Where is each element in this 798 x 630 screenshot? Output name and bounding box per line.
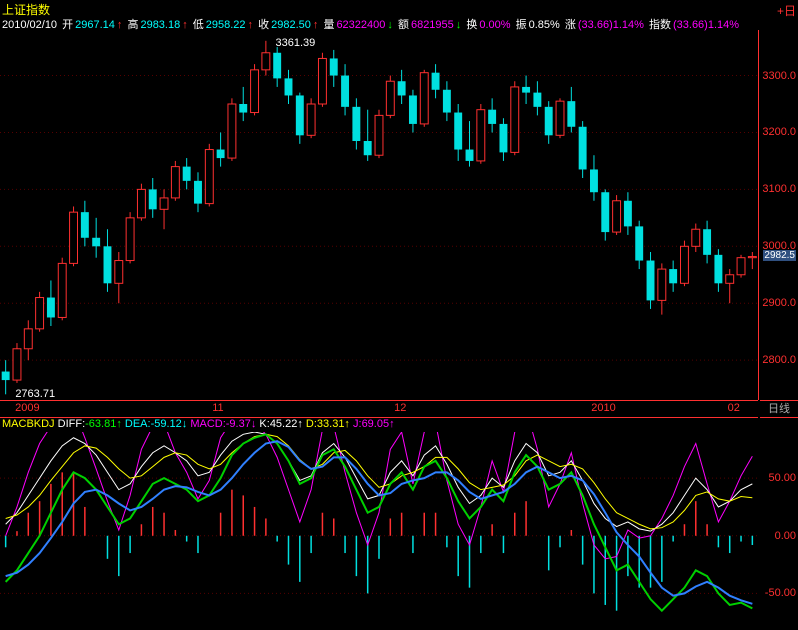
high-label: 3361.39 [276, 37, 316, 49]
low-label: 2763.71 [15, 388, 55, 400]
chart-root: 上证指数 +日 2010/02/10 开2967.14↑ 高2983.18↑ 低… [0, 0, 798, 630]
indicator-info: MACBKDJ DIFF:-63.81↑ DEA:-59.12↓ MACD:-9… [2, 418, 395, 430]
indicator-chart[interactable] [0, 432, 758, 628]
time-axis: 20091112201002 [0, 400, 758, 418]
indicator-axis: -50.000.0050.00 [760, 432, 798, 628]
candle-chart[interactable]: 3361.39 2763.71 [0, 30, 759, 400]
price-axis: 2800.02900.03000.03100.03200.03300.02982… [760, 30, 798, 400]
top-icon[interactable]: +日 [777, 2, 796, 19]
timeframe-label[interactable]: 日线 [760, 400, 798, 418]
